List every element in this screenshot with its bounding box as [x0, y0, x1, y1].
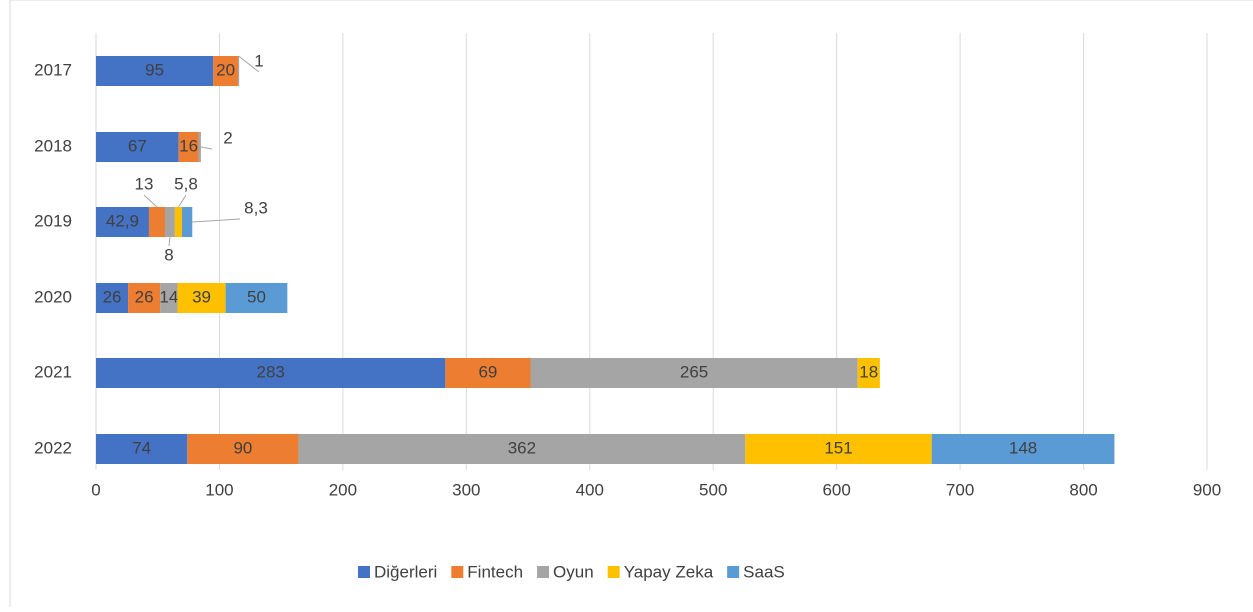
- legend-swatch: [537, 566, 550, 578]
- y-tick-label: 2019: [34, 211, 72, 230]
- y-tick-label: 2020: [34, 287, 72, 306]
- leader-line: [168, 236, 171, 247]
- x-tick-label: 500: [699, 480, 727, 499]
- data-label: 50: [247, 287, 266, 306]
- bar-segment: [198, 132, 201, 162]
- x-tick-label: 400: [576, 480, 604, 499]
- data-label: 18: [859, 362, 878, 381]
- bar-segment: [96, 132, 179, 162]
- x-tick-label: 0: [91, 480, 100, 499]
- bar-segment: [298, 434, 746, 464]
- legend-label: SaaS: [743, 562, 785, 581]
- legend-swatch: [607, 566, 620, 578]
- bar-segment: [857, 358, 880, 388]
- bar-segment: [187, 434, 299, 464]
- data-label: 283: [256, 362, 284, 381]
- bar-segment: [96, 56, 214, 86]
- bar-segment: [931, 434, 1115, 464]
- leader-line: [200, 146, 213, 150]
- legend-swatch: [358, 566, 370, 578]
- data-label: 265: [680, 362, 708, 381]
- data-label: 8: [164, 245, 173, 264]
- data-label: 148: [1009, 438, 1037, 457]
- data-label: 26: [103, 287, 122, 306]
- bar-segment: [445, 358, 531, 388]
- bar-segment: [96, 434, 188, 464]
- bar-segment: [96, 207, 149, 237]
- data-label: 5,8: [174, 174, 198, 193]
- data-label: 39: [192, 287, 211, 306]
- x-tick-label: 900: [1193, 480, 1221, 499]
- y-tick-label: 2022: [34, 438, 72, 457]
- data-label: 2: [223, 128, 232, 147]
- leader-line: [238, 55, 260, 73]
- data-label: 42,9: [106, 211, 139, 230]
- bar-segment: [96, 283, 129, 313]
- legend-label: Fintech: [467, 562, 523, 581]
- data-label: 151: [824, 438, 852, 457]
- leader-line: [143, 194, 158, 208]
- legend-label: Oyun: [553, 562, 594, 581]
- x-tick-label: 300: [452, 480, 480, 499]
- data-label: 90: [233, 438, 252, 457]
- bar-segment: [745, 434, 932, 464]
- data-label: 1: [254, 51, 263, 70]
- data-label: 8,3: [244, 198, 268, 217]
- x-tick-label: 600: [822, 480, 850, 499]
- legend-label: Diğerleri: [374, 562, 437, 581]
- data-label: 16: [179, 136, 198, 155]
- bar-segment: [160, 283, 178, 313]
- bar-segment: [174, 207, 183, 237]
- bar-segment: [225, 283, 288, 313]
- y-tick-label: 2017: [34, 60, 72, 79]
- data-label: 14: [159, 287, 178, 306]
- y-tick-label: 2021: [34, 362, 72, 381]
- data-label: 20: [216, 60, 235, 79]
- data-label: 74: [132, 438, 151, 457]
- data-label: 69: [478, 362, 497, 381]
- legend-swatch: [727, 566, 740, 578]
- data-label: 26: [135, 287, 154, 306]
- y-tick-label: 2018: [34, 136, 72, 155]
- bar-segment: [165, 207, 175, 237]
- bar-segment: [177, 283, 226, 313]
- leader-line: [192, 218, 241, 223]
- legend-swatch: [451, 566, 464, 578]
- x-tick-label: 700: [946, 480, 974, 499]
- bar-segment: [530, 358, 858, 388]
- bar-segment: [96, 358, 446, 388]
- bar-segment: [148, 207, 166, 237]
- data-label: 362: [508, 438, 536, 457]
- leader-line: [178, 194, 187, 208]
- bar-segment: [213, 56, 238, 86]
- legend-label: Yapay Zeka: [624, 562, 714, 581]
- bar-segment: [237, 56, 240, 86]
- bar-segment: [128, 283, 161, 313]
- bar-segment: [182, 207, 193, 237]
- data-label: 95: [145, 60, 164, 79]
- x-tick-label: 800: [1069, 480, 1097, 499]
- x-tick-label: 100: [205, 480, 233, 499]
- x-tick-label: 200: [329, 480, 357, 499]
- bar-segment: [178, 132, 199, 162]
- data-label: 13: [135, 174, 154, 193]
- data-label: 67: [128, 136, 147, 155]
